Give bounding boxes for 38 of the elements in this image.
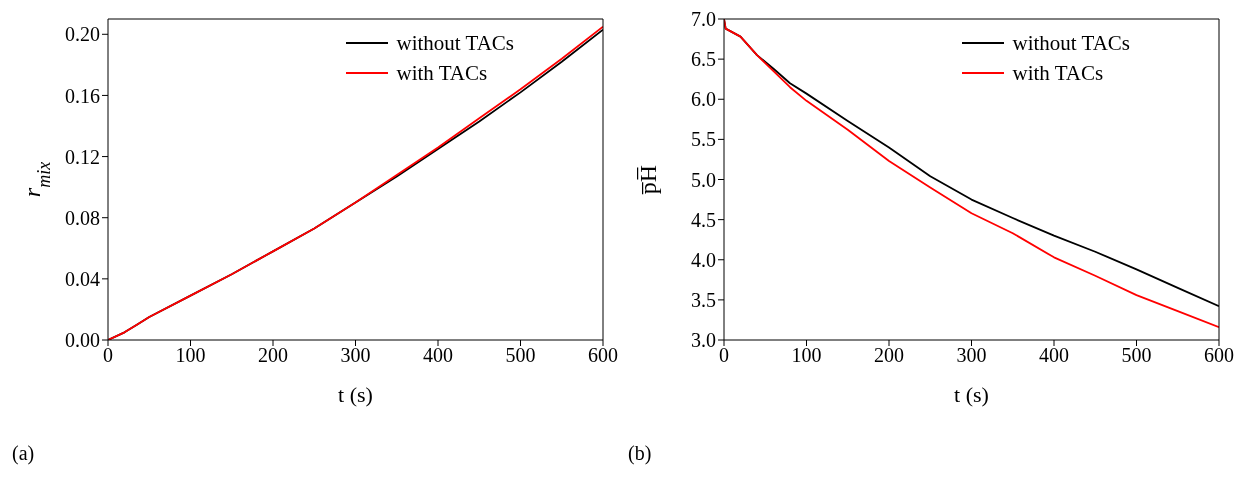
x-axis-title: t (s) [338, 382, 373, 407]
x-tick-label: 300 [340, 344, 371, 367]
y-tick-label: 6.5 [691, 48, 716, 71]
x-tick-label: 600 [588, 344, 618, 367]
y-tick-label: 0.04 [65, 267, 100, 290]
y-tick-label: 6.0 [691, 88, 716, 111]
x-tick-label: 100 [791, 344, 822, 367]
x-tick-label: 500 [1121, 344, 1152, 367]
legend-label: with TACs [1012, 60, 1104, 87]
legend-label: without TACs [1012, 30, 1130, 57]
text: (a) [12, 442, 35, 465]
x-tick-label: 0 [719, 344, 729, 367]
text: (b) [628, 442, 652, 465]
x-tick-label: 0 [103, 344, 113, 367]
x-tick-label: 500 [505, 344, 536, 367]
x-tick-label: 600 [1204, 344, 1234, 367]
legend-label: without TACs [396, 30, 514, 57]
y-tick-label: 5.0 [691, 168, 716, 191]
x-tick-label: 200 [874, 344, 904, 367]
y-tick-label: 4.5 [691, 208, 716, 231]
x-tick-label: 100 [175, 344, 206, 367]
y-tick-label: 3.0 [691, 329, 716, 352]
x-tick-label: 300 [956, 344, 987, 367]
y-tick-label: 0.16 [65, 84, 100, 107]
x-tick-label: 400 [1039, 344, 1069, 367]
x-axis-title: t (s) [954, 382, 989, 407]
y-tick-label: 0.20 [65, 23, 100, 46]
y-tick-label: 0.08 [65, 206, 100, 229]
x-tick-label: 200 [258, 344, 288, 367]
y-axis-title: p̅H̅ [635, 164, 661, 196]
y-tick-label: 0.00 [65, 329, 100, 352]
y-tick-label: 4.0 [691, 248, 716, 271]
y-tick-label: 3.5 [691, 288, 716, 311]
legend-label: with TACs [396, 60, 488, 87]
x-tick-label: 400 [423, 344, 453, 367]
y-tick-label: 0.12 [65, 145, 100, 168]
y-tick-label: 7.0 [691, 8, 716, 31]
y-tick-label: 5.5 [691, 128, 716, 151]
